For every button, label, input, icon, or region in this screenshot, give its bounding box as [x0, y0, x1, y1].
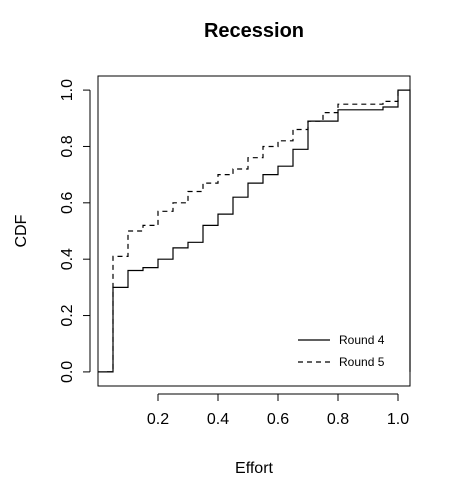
chart-title: Recession	[204, 20, 304, 42]
x-axis-label: Effort	[235, 460, 274, 477]
x-tick-label: 0.2	[147, 411, 169, 428]
series-line-round-4	[98, 89, 411, 373]
x-axis: 0.2 0.4 0.6 0.8 1.0	[147, 393, 409, 428]
legend-label: Round 5	[339, 355, 385, 369]
y-axis: 0.0 0.2 0.4 0.6 0.8 1.0	[59, 79, 91, 383]
x-tick-label: 0.6	[267, 411, 289, 428]
x-tick-label: 0.4	[207, 411, 229, 428]
y-tick-label: 0.6	[59, 192, 76, 214]
y-axis-label: CDF	[13, 214, 30, 247]
series-layer	[98, 89, 411, 373]
y-tick-label: 0.8	[59, 135, 76, 157]
x-tick-label: 0.8	[327, 411, 349, 428]
legend-box	[287, 321, 409, 385]
series-line-round-5	[107, 90, 399, 373]
y-tick-label: 0.2	[59, 304, 76, 326]
legend: Round 4 Round 5	[287, 321, 409, 385]
y-tick-label: 0.4	[59, 248, 76, 270]
x-tick-label: 1.0	[387, 411, 409, 428]
legend-label: Round 4	[339, 333, 385, 347]
y-tick-label: 0.0	[59, 361, 76, 383]
y-tick-label: 1.0	[59, 79, 76, 101]
